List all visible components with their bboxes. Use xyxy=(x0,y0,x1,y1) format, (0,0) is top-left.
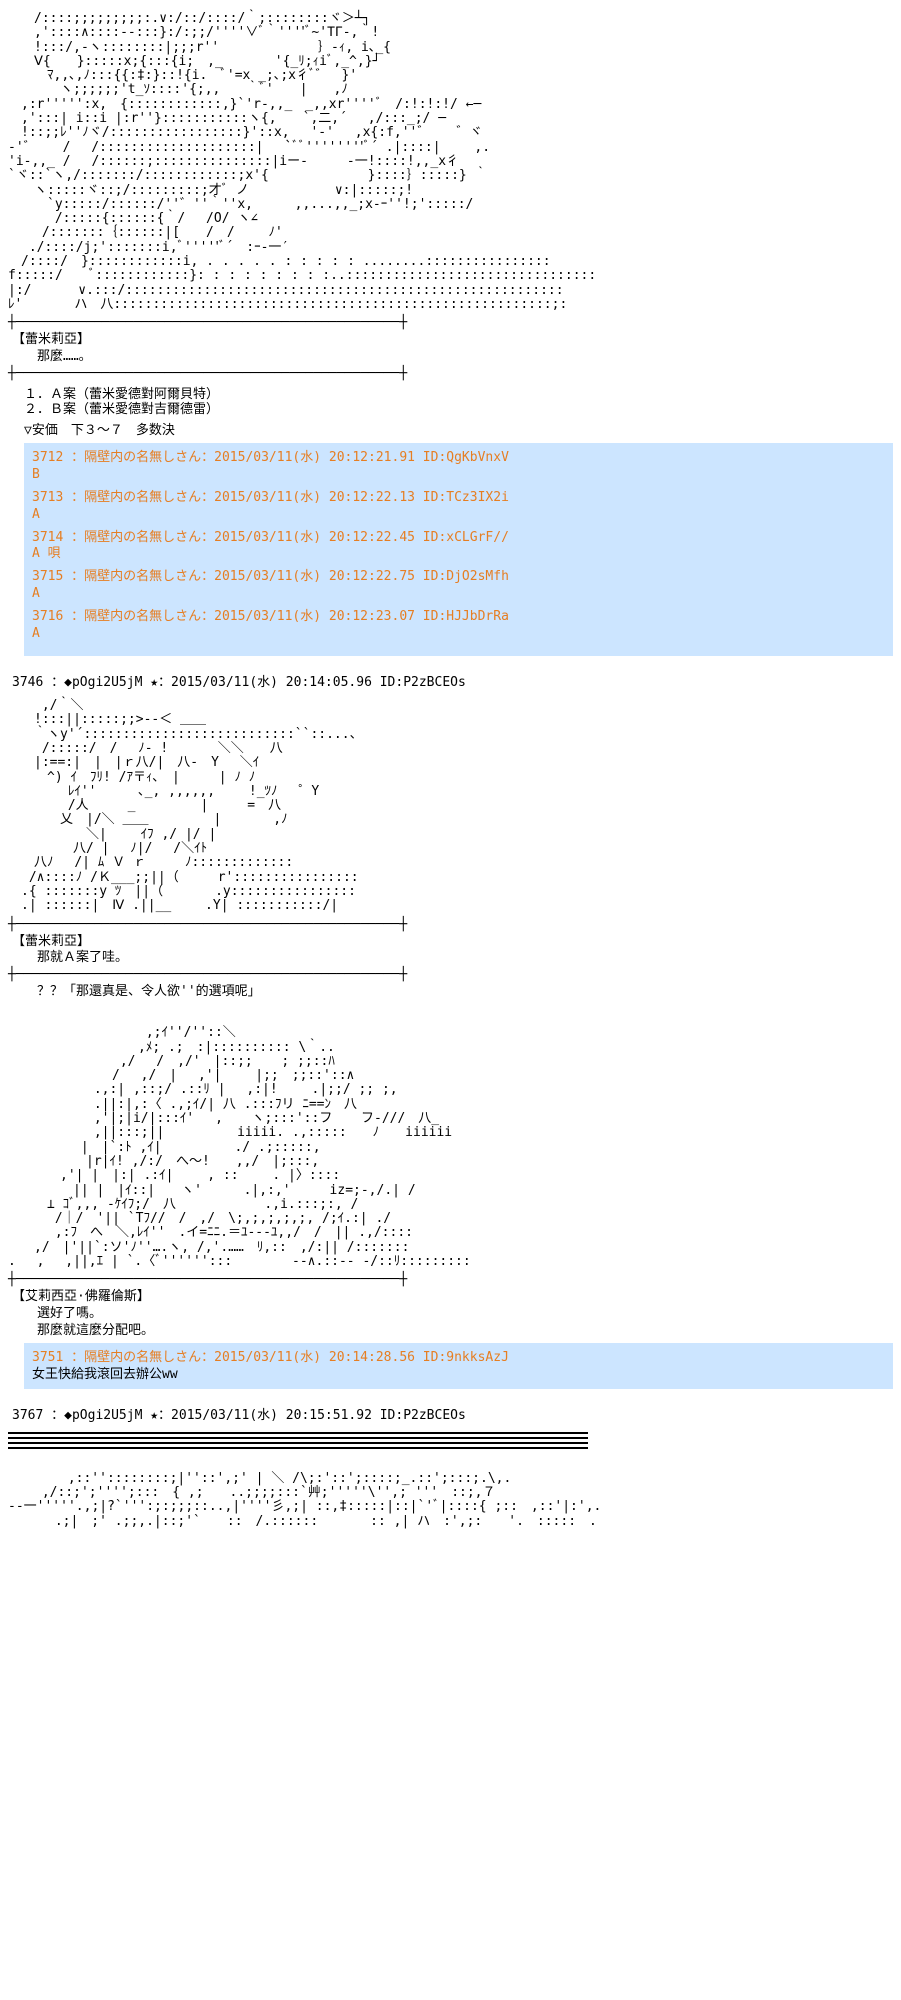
divider-plus-2: ┼───────────────────────────────────────… xyxy=(8,367,893,382)
quote-4-ans: A xyxy=(32,587,885,602)
long-divider-4 xyxy=(8,1447,588,1449)
divider-plus-1: ┼───────────────────────────────────────… xyxy=(8,316,893,331)
dialogue-1: 那麼……。 xyxy=(24,350,893,365)
quote-block-1: 3712 ：隔壁内の名無しさん：2015/03/11(水) 20:12:21.9… xyxy=(24,443,893,656)
dialogue-3: ？？「那還真是、令人欲''的選項呢」 xyxy=(24,985,893,1000)
quote-3-head: 3714 ：隔壁内の名無しさん：2015/03/11(水) 20:12:22.4… xyxy=(32,531,885,546)
speaker-2: 【蕾米莉亞】 xyxy=(12,935,893,950)
ascii-art-2: ,/｀＼ !:::||:::::;;>‐-＜ ＿＿ ｀ヽy'´:::::::::… xyxy=(8,699,893,913)
dialogue-3b: 那麼就這麼分配吧。 xyxy=(24,1324,893,1339)
long-divider-2 xyxy=(8,1437,588,1439)
divider-plus-5: ┼───────────────────────────────────────… xyxy=(8,1273,893,1288)
quote-5-ans: A xyxy=(32,627,885,642)
divider-plus-3: ┼───────────────────────────────────────… xyxy=(8,918,893,933)
divider-plus-4: ┼───────────────────────────────────────… xyxy=(8,968,893,983)
quote-3-ans: A 唄 xyxy=(32,547,885,562)
dialogue-2: 那就Ａ案了哇。 xyxy=(24,951,893,966)
quote-5-head: 3716 ：隔壁内の名無しさん：2015/03/11(水) 20:12:23.0… xyxy=(32,610,885,625)
long-divider-3 xyxy=(8,1442,588,1444)
speaker-1: 【蕾米莉亞】 xyxy=(12,333,893,348)
quote-6-head: 3751 ：隔壁内の名無しさん：2015/03/11(水) 20:14:28.5… xyxy=(32,1351,885,1366)
quote-4-head: 3715 ：隔壁内の名無しさん：2015/03/11(水) 20:12:22.7… xyxy=(32,570,885,585)
ascii-art-4: ,::''::::::::;|''::',;' | ＼ /\;:'::';:::… xyxy=(8,1472,893,1529)
ascii-art-1: /::::;;;;;;;;;:.∨:/::/::::/｀;::::::::ヾ＞┴… xyxy=(8,12,893,312)
quote-2-head: 3713 ：隔壁内の名無しさん：2015/03/11(水) 20:12:22.1… xyxy=(32,491,885,506)
quote-1-head: 3712 ：隔壁内の名無しさん：2015/03/11(水) 20:12:21.9… xyxy=(32,451,885,466)
dialogue-3a: 選好了嗎。 xyxy=(24,1307,893,1322)
post-header-3746: 3746 ：◆pOgi2U5jM ★：2015/03/11(水) 20:14:0… xyxy=(12,676,893,691)
post-header-3767: 3767 ：◆pOgi2U5jM ★：2015/03/11(水) 20:15:5… xyxy=(12,1409,893,1424)
quote-2-ans: A xyxy=(32,508,885,523)
speaker-3: 【艾莉西亞·佛羅倫斯】 xyxy=(12,1290,893,1305)
option-b: ２．Ｂ案（蕾米愛德對吉爾德雷） xyxy=(24,403,893,418)
ascii-art-3: ,;ｲ''/''::＼ ,ﾒ; .; :|:::::::::: \｀.. ,/ … xyxy=(8,1026,893,1269)
option-a: １．Ａ案（蕾米愛德對阿爾貝特） xyxy=(24,388,893,403)
vote-label: ▽安価 下３～７ 多数決 xyxy=(24,424,893,439)
quote-6-ans: 女王快給我滾回去辦公ww xyxy=(32,1368,885,1383)
long-divider-1 xyxy=(8,1432,588,1434)
quote-block-2: 3751 ：隔壁内の名無しさん：2015/03/11(水) 20:14:28.5… xyxy=(24,1343,893,1389)
quote-1-ans: B xyxy=(32,468,885,483)
